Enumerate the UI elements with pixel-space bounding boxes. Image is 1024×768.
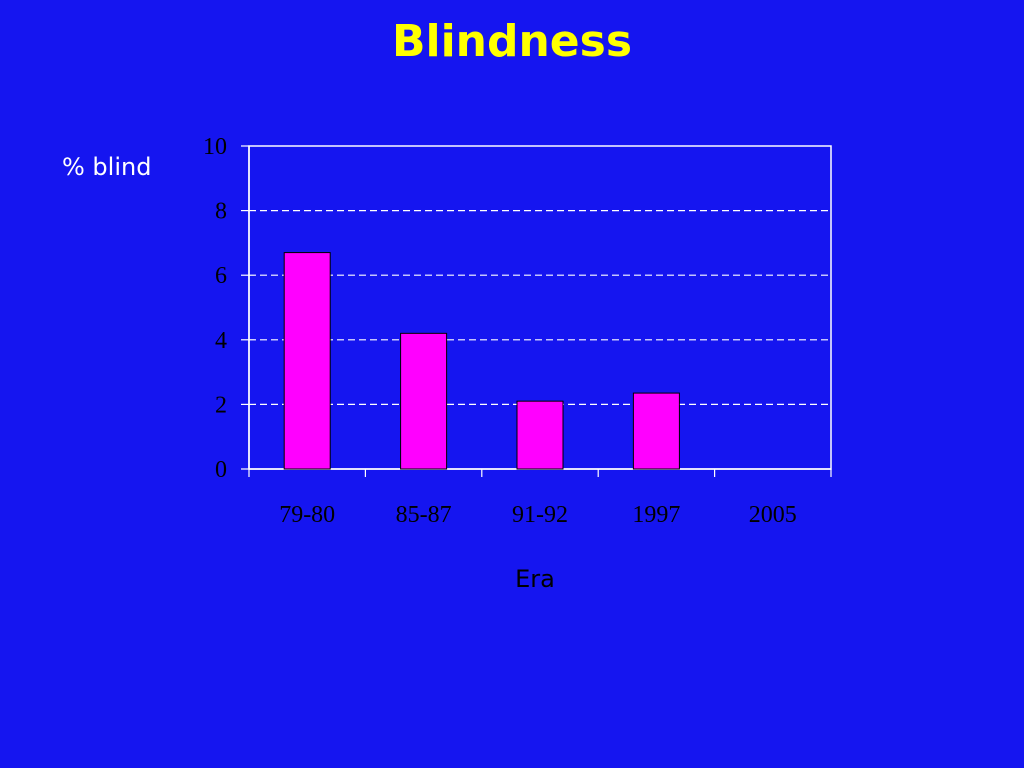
y-tick-label: 2	[215, 392, 227, 418]
bar-1997	[632, 392, 680, 470]
x-tick-label: 79-80	[279, 502, 335, 528]
y-tick-label: 0	[215, 457, 227, 483]
x-tick-label: 1997	[632, 502, 680, 528]
y-tick-label: 6	[215, 263, 227, 289]
bar-91-92	[516, 400, 564, 470]
x-tick-label: 2005	[749, 502, 797, 528]
x-tick-label: 91-92	[512, 502, 568, 528]
bar-79-80	[283, 252, 331, 470]
x-axis-label: Era	[515, 565, 555, 593]
x-tick-label: 85-87	[396, 502, 452, 528]
y-tick-label: 4	[215, 328, 227, 354]
slide-title: Blindness	[391, 16, 633, 67]
y-tick-label: 10	[203, 134, 227, 160]
y-tick-label: 8	[215, 199, 227, 225]
bar-85-87	[400, 332, 448, 470]
y-axis-label: % blind	[62, 153, 152, 181]
